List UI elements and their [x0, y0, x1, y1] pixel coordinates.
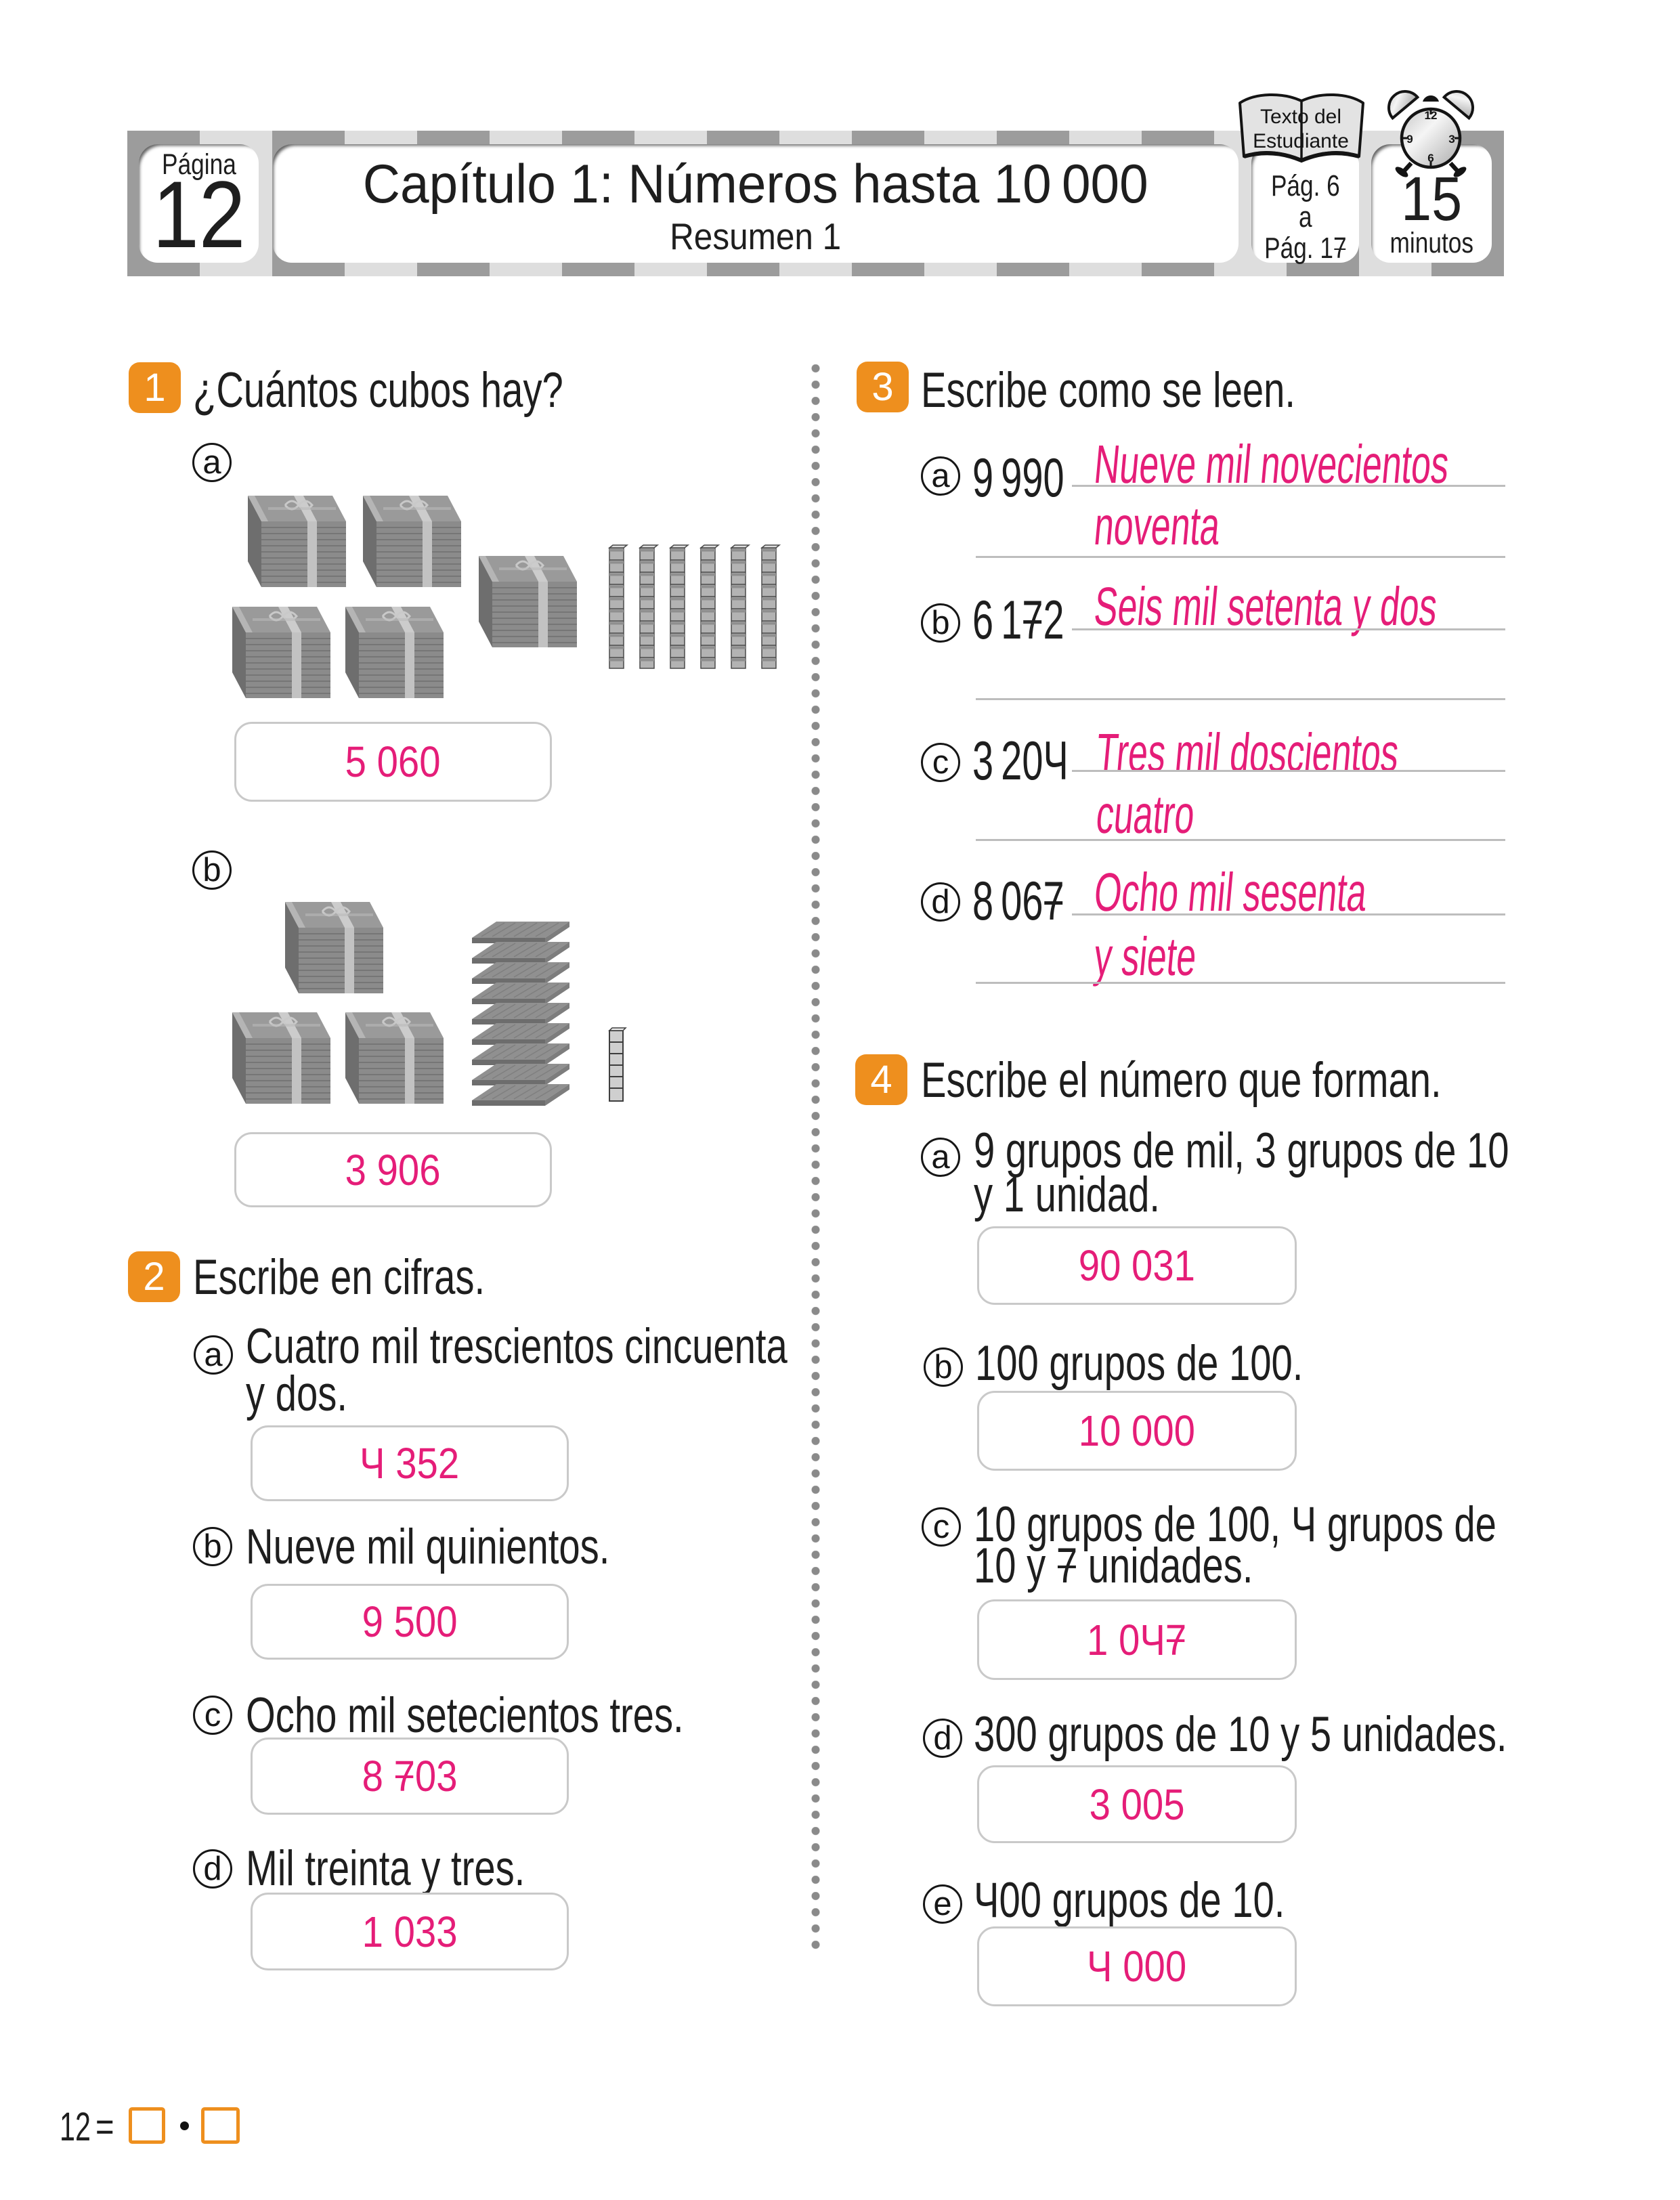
svg-text:9: 9: [1406, 133, 1413, 146]
svg-text:Texto del: Texto del: [1260, 106, 1341, 128]
svg-text:12: 12: [1425, 109, 1438, 122]
svg-text:3: 3: [1448, 133, 1455, 146]
svg-text:Estudiante: Estudiante: [1253, 130, 1349, 152]
svg-text:6: 6: [1427, 152, 1434, 165]
